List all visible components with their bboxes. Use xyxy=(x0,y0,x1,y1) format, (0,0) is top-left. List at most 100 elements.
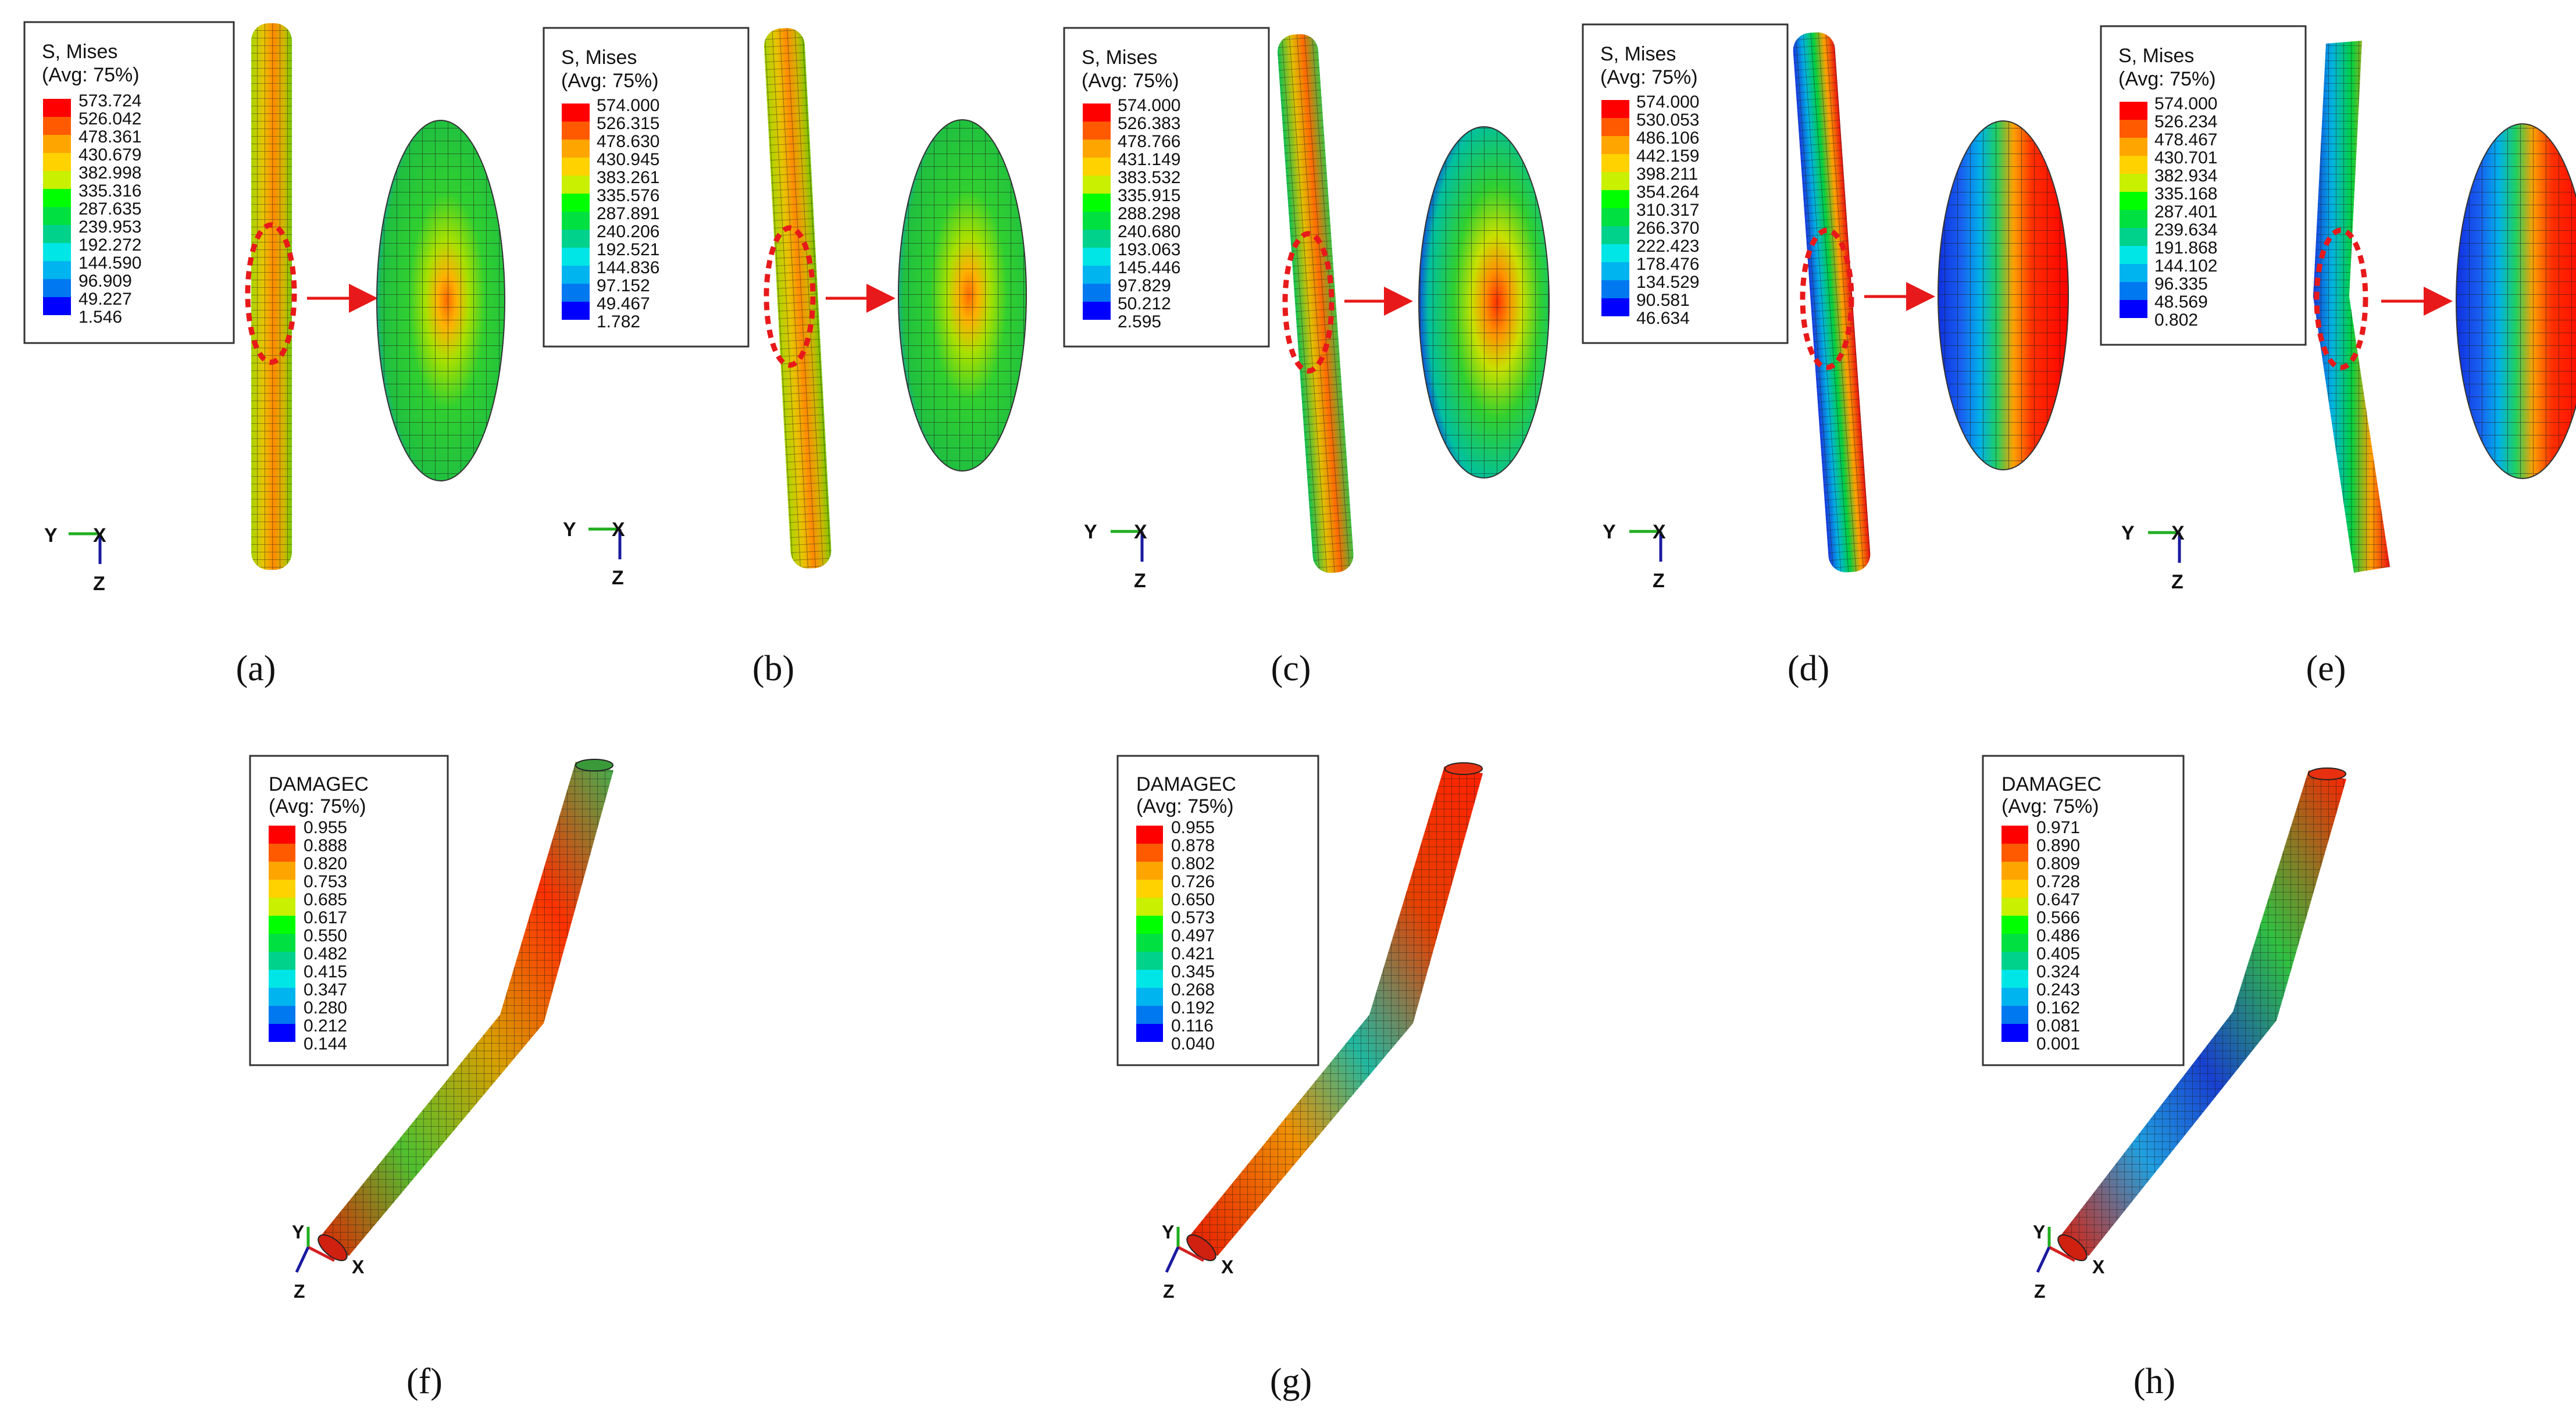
rod-end xyxy=(1186,1234,1216,1262)
legend-swatch xyxy=(269,844,295,862)
legend-value: 335.316 xyxy=(79,181,141,201)
legend-value: 382.934 xyxy=(2154,166,2217,185)
legend-swatch xyxy=(1136,862,1163,880)
z-axis-label: Z xyxy=(612,567,624,589)
legend-swatch xyxy=(562,103,590,122)
panel-b: S, Mises (Avg: 75%) 574.000526.315478.63… xyxy=(543,27,1027,688)
legend-title: DAMAGEC xyxy=(2001,773,2102,795)
legend-value: 0.726 xyxy=(1171,872,1215,891)
legend-values: 0.9710.8900.8090.7280.6470.5660.4860.405… xyxy=(2036,818,2080,1054)
legend-value: 0.809 xyxy=(2036,854,2080,873)
panel-f: DAMAGEC (Avg: 75%) 0.9550.8880.8200.7530… xyxy=(249,755,613,1401)
legend-value: 0.421 xyxy=(1171,944,1215,963)
z-axis-arrow xyxy=(295,1246,310,1273)
legend-value: 382.998 xyxy=(79,163,141,183)
legend-swatch xyxy=(1136,1024,1163,1042)
legend-value: 573.724 xyxy=(79,91,141,110)
legend-swatches xyxy=(2120,102,2147,318)
legend-value: 97.829 xyxy=(1118,276,1171,295)
legend-swatch xyxy=(562,212,590,230)
legend-value: 0.192 xyxy=(1171,998,1215,1017)
panel-c: S, Mises (Avg: 75%) 574.000526.383478.76… xyxy=(1063,27,1550,688)
axis-triad: Y X Z xyxy=(1162,1222,1234,1302)
legend-value: 144.102 xyxy=(2154,256,2217,276)
bent-rod-mesh xyxy=(2058,770,2346,1256)
axis-triad: Y X Z xyxy=(1603,521,1666,592)
notch-callout xyxy=(1800,227,1854,370)
legend-value: 574.000 xyxy=(1118,96,1180,115)
axis-triad: Y X Z xyxy=(2033,1222,2105,1302)
legend-value: 192.521 xyxy=(597,240,659,259)
legend-subtitle: (Avg: 75%) xyxy=(561,70,659,92)
legend-swatch xyxy=(1601,298,1629,316)
legend-value: 134.529 xyxy=(1636,273,1699,292)
legend-value: 0.820 xyxy=(304,854,347,873)
legend-swatch xyxy=(2120,174,2147,192)
legend-value: 383.532 xyxy=(1118,168,1180,187)
z-axis-label: Z xyxy=(2034,1281,2046,1302)
legend-value: 0.955 xyxy=(1171,818,1215,837)
legend-swatch xyxy=(2001,934,2028,952)
rod-mesh xyxy=(1278,34,1354,573)
legend-value: 335.915 xyxy=(1118,186,1180,205)
legend-swatch xyxy=(1601,172,1629,190)
x-axis-label: X xyxy=(352,1256,365,1277)
legend-swatch xyxy=(562,302,590,320)
legend-swatch xyxy=(1083,103,1111,122)
legend-swatch xyxy=(1083,266,1111,284)
legend-value: 266.370 xyxy=(1636,219,1699,238)
legend-swatches xyxy=(562,103,590,320)
legend-value: 335.576 xyxy=(597,186,659,205)
y-axis-label: Y xyxy=(2121,522,2135,544)
legend-swatch xyxy=(562,248,590,266)
legend-title: S, Mises xyxy=(42,41,117,63)
legend-title: S, Mises xyxy=(1600,43,1676,65)
legend-value: 442.159 xyxy=(1636,147,1699,166)
legend-value: 398.211 xyxy=(1636,165,1698,184)
legend-subtitle: (Avg: 75%) xyxy=(2001,795,2099,817)
legend-value: 192.272 xyxy=(79,235,141,255)
legend-subtitle: (Avg: 75%) xyxy=(269,795,366,817)
y-axis-label: Y xyxy=(1162,1222,1174,1243)
legend-value: 526.315 xyxy=(597,114,659,133)
legend-swatch xyxy=(1136,988,1163,1006)
z-axis-label: Z xyxy=(1653,570,1665,592)
legend-swatch xyxy=(1601,208,1629,226)
x-axis-label: X xyxy=(1134,521,1147,543)
legend-value: 50.212 xyxy=(1118,294,1171,313)
rod-mesh xyxy=(2313,41,2390,573)
section-mesh xyxy=(2456,123,2576,479)
z-axis-label: Z xyxy=(1134,570,1146,592)
legend-swatch xyxy=(2120,192,2147,210)
legend-swatch xyxy=(1136,934,1163,952)
z-axis-arrow xyxy=(1165,1246,1180,1273)
legend-swatch xyxy=(1601,226,1629,244)
notch-callout xyxy=(1282,231,1335,374)
legend-value: 46.634 xyxy=(1636,309,1690,328)
legend-value: 0.345 xyxy=(1171,962,1215,981)
rod-end xyxy=(1444,762,1483,775)
legend-value: 0.001 xyxy=(2036,1034,2080,1054)
legend-value: 0.888 xyxy=(304,836,347,855)
legend-swatch xyxy=(1083,122,1111,140)
z-axis-label: Z xyxy=(1163,1281,1175,1302)
legend-swatch xyxy=(2120,102,2147,120)
legend-value: 0.212 xyxy=(304,1016,347,1036)
legend-value: 97.152 xyxy=(597,276,650,295)
legend-value: 0.144 xyxy=(304,1034,347,1054)
legend-swatch xyxy=(269,988,295,1006)
legend-swatch xyxy=(2120,210,2147,228)
legend-swatch xyxy=(43,279,71,297)
legend-value: 240.680 xyxy=(1118,222,1180,241)
legend-swatch xyxy=(2120,282,2147,300)
legend-swatch xyxy=(43,99,71,117)
legend-value: 310.317 xyxy=(1636,201,1699,220)
legend-swatches xyxy=(43,99,71,315)
legend-swatch xyxy=(2001,880,2028,898)
legend-swatch xyxy=(1601,280,1629,298)
y-axis-label: Y xyxy=(1603,521,1616,543)
legend-swatch xyxy=(1083,230,1111,248)
legend-value: 96.909 xyxy=(79,272,132,291)
legend-subtitle: (Avg: 75%) xyxy=(1136,795,1234,817)
legend-swatch xyxy=(1601,136,1629,154)
